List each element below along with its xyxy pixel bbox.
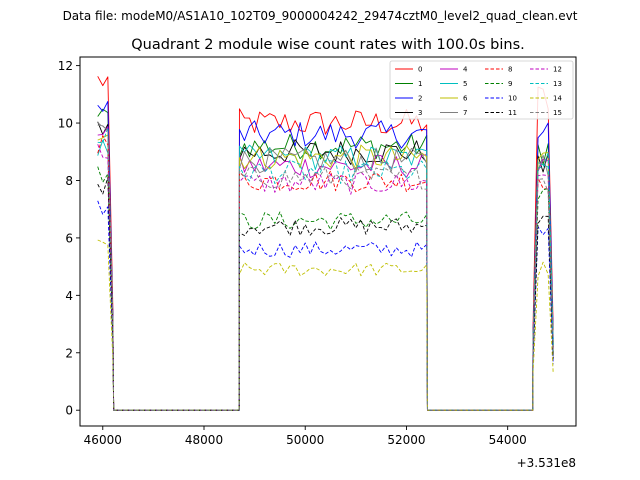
y-tick-label: 8 <box>65 174 73 188</box>
figure-suptitle: Data file: modeM0/AS1A10_102T09_90000042… <box>63 9 578 23</box>
series-line-10 <box>97 200 554 411</box>
chart-title: Quadrant 2 module wise count rates with … <box>131 37 525 53</box>
legend-label-9: 9 <box>508 80 512 88</box>
y-tick-label: 10 <box>58 117 73 131</box>
legend-label-3: 3 <box>418 109 422 117</box>
y-tick-label: 12 <box>58 59 73 73</box>
series-line-9 <box>97 166 554 411</box>
y-tick-label: 0 <box>65 404 73 418</box>
series-line-2 <box>97 100 554 411</box>
legend-label-13: 13 <box>553 80 562 88</box>
series-line-6 <box>97 134 554 411</box>
x-tick-label: 52000 <box>387 433 425 447</box>
y-axis: 0 2 4 6 8 10 12 <box>58 59 80 418</box>
series-line-1 <box>97 108 554 411</box>
legend-label-10: 10 <box>508 95 517 103</box>
legend-label-12: 12 <box>553 66 562 74</box>
series-line-7 <box>97 124 554 411</box>
series-line-13 <box>97 127 554 411</box>
y-tick-label: 2 <box>65 346 73 360</box>
legend-label-7: 7 <box>463 109 467 117</box>
y-tick-label: 6 <box>65 231 73 245</box>
series-group <box>97 76 554 411</box>
x-tick-label: 54000 <box>489 433 527 447</box>
series-line-0 <box>97 76 554 411</box>
legend-label-15: 15 <box>553 109 562 117</box>
plot-frame <box>79 56 577 427</box>
series-line-5 <box>97 139 554 411</box>
x-axis: 46000 48000 50000 52000 54000 <box>84 426 527 447</box>
series-line-11 <box>97 177 554 411</box>
x-tick-label: 46000 <box>84 433 122 447</box>
legend-label-11: 11 <box>508 109 517 117</box>
x-axis-offset-text: +3.531e8 <box>517 456 576 470</box>
legend-label-2: 2 <box>418 95 422 103</box>
series-line-15 <box>97 122 554 411</box>
legend-label-6: 6 <box>463 95 468 103</box>
legend-frame <box>389 60 574 120</box>
legend-label-5: 5 <box>463 80 467 88</box>
legend-label-8: 8 <box>508 66 512 74</box>
series-line-14 <box>97 239 554 411</box>
x-tick-label: 50000 <box>286 433 324 447</box>
x-tick-label: 48000 <box>185 433 223 447</box>
legend-label-0: 0 <box>418 66 422 74</box>
series-line-4 <box>97 126 554 411</box>
legend-label-14: 14 <box>553 95 562 103</box>
y-tick-label: 4 <box>65 289 73 303</box>
legend-label-4: 4 <box>463 66 468 74</box>
legend-label-1: 1 <box>418 80 422 88</box>
